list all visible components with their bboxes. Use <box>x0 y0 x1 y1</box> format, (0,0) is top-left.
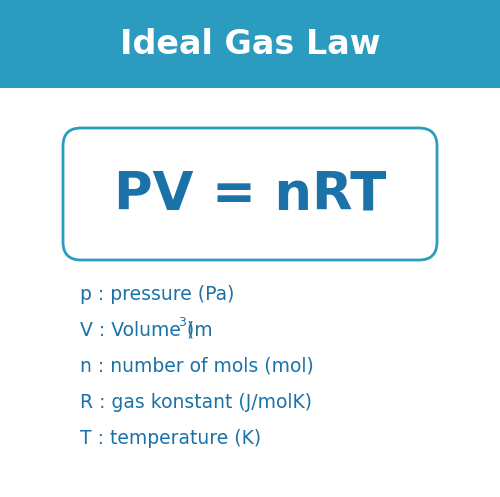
Text: R : gas konstant (J/molK): R : gas konstant (J/molK) <box>80 393 312 412</box>
Text: 3: 3 <box>178 317 186 330</box>
Text: p : pressure (Pa): p : pressure (Pa) <box>80 284 234 304</box>
Text: n : number of mols (mol): n : number of mols (mol) <box>80 356 314 376</box>
Text: Ideal Gas Law: Ideal Gas Law <box>120 27 380 61</box>
Bar <box>0 0 500 88</box>
FancyBboxPatch shape <box>63 128 437 260</box>
Text: V : Volume (m: V : Volume (m <box>80 321 212 339</box>
Text: T : temperature (K): T : temperature (K) <box>80 428 261 447</box>
Text: PV = nRT: PV = nRT <box>114 168 386 220</box>
Text: ): ) <box>186 321 194 339</box>
